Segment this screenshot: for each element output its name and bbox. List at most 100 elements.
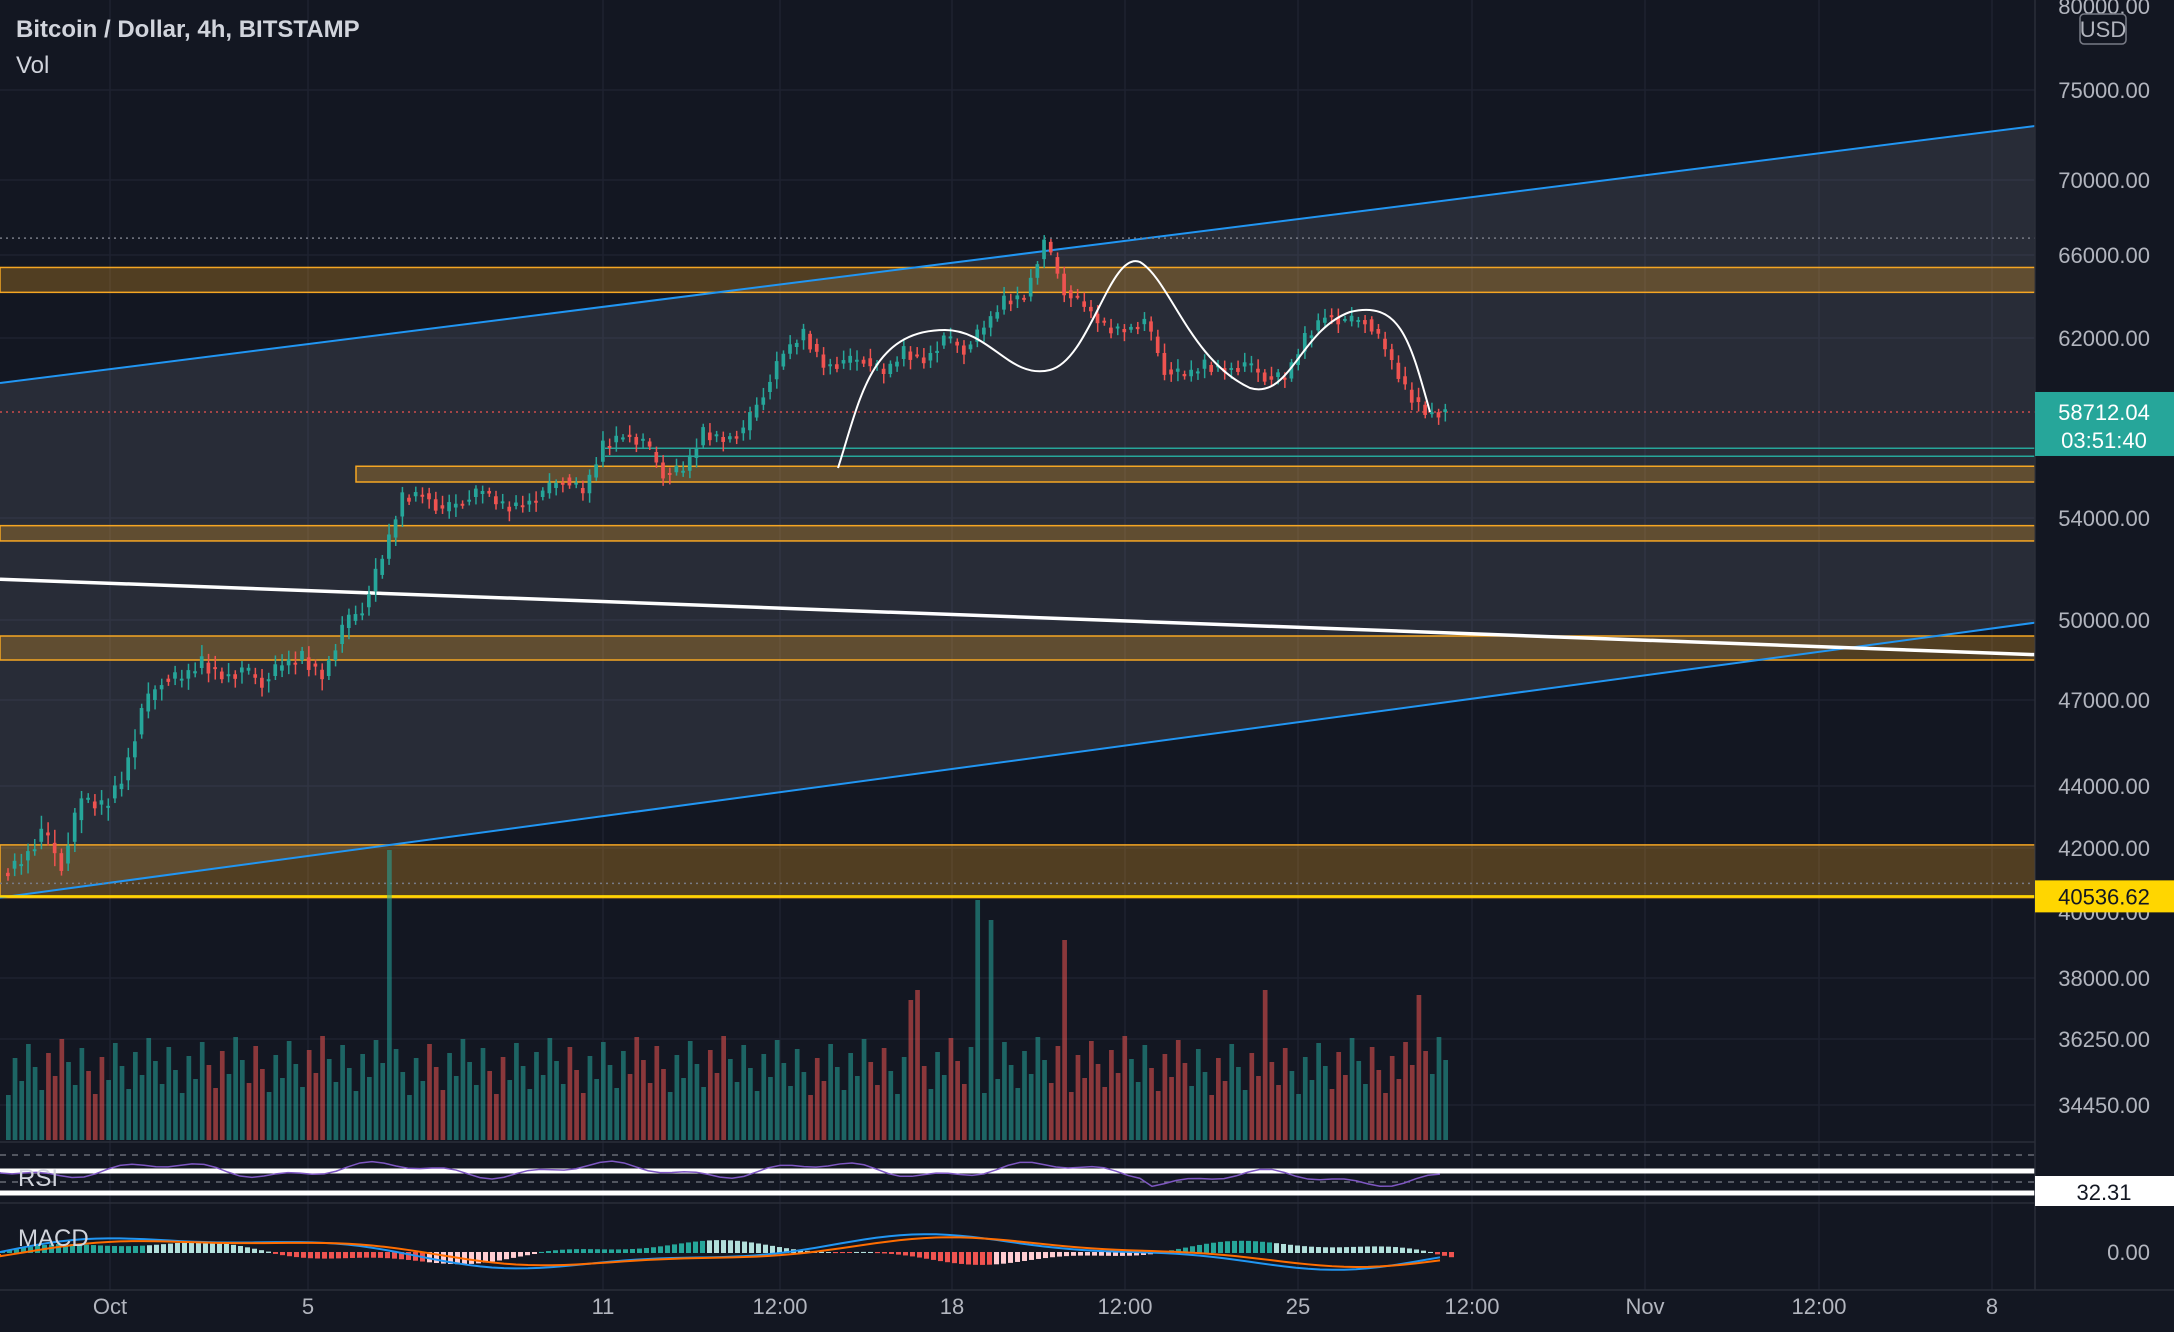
macd-histogram-bar — [1113, 1252, 1118, 1256]
volume-bar — [313, 1073, 319, 1140]
macd-histogram-bar — [1316, 1247, 1321, 1253]
volume-bar — [861, 1039, 867, 1140]
candle-body — [52, 842, 57, 854]
volume-bar — [888, 1071, 894, 1140]
volume-bar — [179, 1093, 185, 1140]
macd-histogram-bar — [224, 1243, 229, 1253]
y-tick-label: 66000.00 — [2058, 243, 2150, 268]
macd-histogram-bar — [931, 1252, 936, 1260]
rsi-pane — [0, 1154, 2035, 1196]
currency-label: USD — [2080, 17, 2126, 42]
volume-bar — [72, 1085, 78, 1140]
macd-histogram-bar — [875, 1252, 880, 1254]
macd-histogram-bar — [1225, 1241, 1230, 1253]
volume-bar — [213, 1088, 218, 1140]
volume-bar — [1222, 1081, 1228, 1140]
macd-histogram-bar — [665, 1245, 670, 1253]
macd-histogram-bar — [1211, 1242, 1216, 1253]
volume-bar — [1095, 1064, 1101, 1140]
volume-bar — [968, 1047, 974, 1140]
volume-bar — [139, 1075, 145, 1140]
macd-histogram-bar — [350, 1252, 355, 1258]
candle-body — [621, 437, 625, 440]
macd-histogram-bar — [28, 1246, 33, 1253]
macd-histogram-bar — [1281, 1243, 1286, 1253]
candle-body — [1008, 300, 1013, 305]
candle-body — [179, 678, 184, 681]
candle-body — [500, 501, 505, 504]
candle-body — [995, 312, 1000, 319]
candle-body — [66, 845, 70, 864]
macd-histogram-bar — [1323, 1247, 1328, 1253]
candle-body — [1162, 353, 1167, 375]
volume-bar — [881, 1048, 887, 1140]
volume-bar — [574, 1070, 579, 1140]
candle-body — [400, 492, 405, 517]
candle-body — [1242, 362, 1247, 367]
candle-body — [841, 360, 846, 364]
volume-bar — [647, 1083, 653, 1140]
candle-body — [761, 397, 766, 405]
volume-bar — [514, 1043, 519, 1140]
macd-histogram-bar — [343, 1252, 348, 1259]
symbol-title[interactable]: Bitcoin / Dollar, 4h, BITSTAMP — [16, 16, 360, 43]
candle-body — [1028, 277, 1033, 297]
macd-histogram-bar — [924, 1252, 929, 1259]
macd-histogram-bar — [952, 1252, 957, 1264]
volume-bar — [1109, 1050, 1114, 1140]
volume-bar — [1002, 1042, 1007, 1140]
volume-bar — [1075, 1055, 1081, 1140]
volume-bar — [761, 1054, 767, 1140]
macd-zero-label: 0.00 — [2107, 1240, 2150, 1265]
volume-bar — [982, 1093, 987, 1140]
candle-body — [92, 801, 97, 809]
volume-bar — [6, 1095, 11, 1140]
macd-histogram-bar — [336, 1252, 341, 1259]
macd-histogram-bar — [1379, 1246, 1384, 1253]
candle-body — [728, 436, 732, 440]
volume-bar — [1135, 1082, 1141, 1140]
volume-bar — [186, 1056, 192, 1140]
candle-body — [821, 354, 826, 368]
macd-histogram-bar — [658, 1246, 663, 1253]
macd-histogram-bar — [686, 1242, 691, 1253]
volume-bar — [153, 1061, 158, 1140]
macd-histogram-bar — [77, 1244, 82, 1253]
candle-body — [828, 364, 832, 367]
candle-body — [293, 662, 298, 665]
candle-body — [988, 316, 993, 328]
x-tick-label: 5 — [302, 1294, 314, 1319]
candle-body — [1229, 368, 1234, 370]
candle-body — [1102, 320, 1107, 323]
candle-body — [614, 435, 619, 443]
macd-histogram-bar — [126, 1246, 131, 1253]
macd-histogram-bar — [1400, 1247, 1405, 1253]
volume-label[interactable]: Vol — [16, 52, 50, 79]
macd-histogram-bar — [980, 1252, 985, 1265]
macd-histogram-bar — [1232, 1240, 1237, 1253]
volume-bar — [1249, 1053, 1255, 1140]
macd-histogram-bar — [189, 1242, 194, 1253]
macd-histogram-bar — [861, 1251, 866, 1253]
candle-body — [774, 361, 779, 380]
volume-bar — [219, 1051, 225, 1140]
candle-body — [948, 336, 953, 339]
candle-body — [1369, 319, 1374, 332]
volume-bar — [1316, 1043, 1321, 1140]
candle-body — [467, 499, 471, 502]
candle-body — [1356, 320, 1361, 323]
candle-body — [193, 671, 197, 674]
volume-bar — [273, 1055, 279, 1140]
macd-histogram-bar — [133, 1245, 138, 1253]
macd-histogram-bar — [105, 1245, 110, 1253]
volume-bar — [607, 1065, 613, 1140]
macd-histogram-bar — [1092, 1252, 1097, 1256]
macd-histogram-bar — [1435, 1252, 1440, 1255]
volume-bar — [507, 1080, 513, 1140]
volume-bar — [1062, 940, 1067, 1140]
macd-histogram-bar — [1267, 1242, 1272, 1253]
macd-histogram-bar — [826, 1251, 831, 1253]
macd-histogram-bar — [1190, 1246, 1195, 1253]
volume-bar — [741, 1045, 747, 1140]
